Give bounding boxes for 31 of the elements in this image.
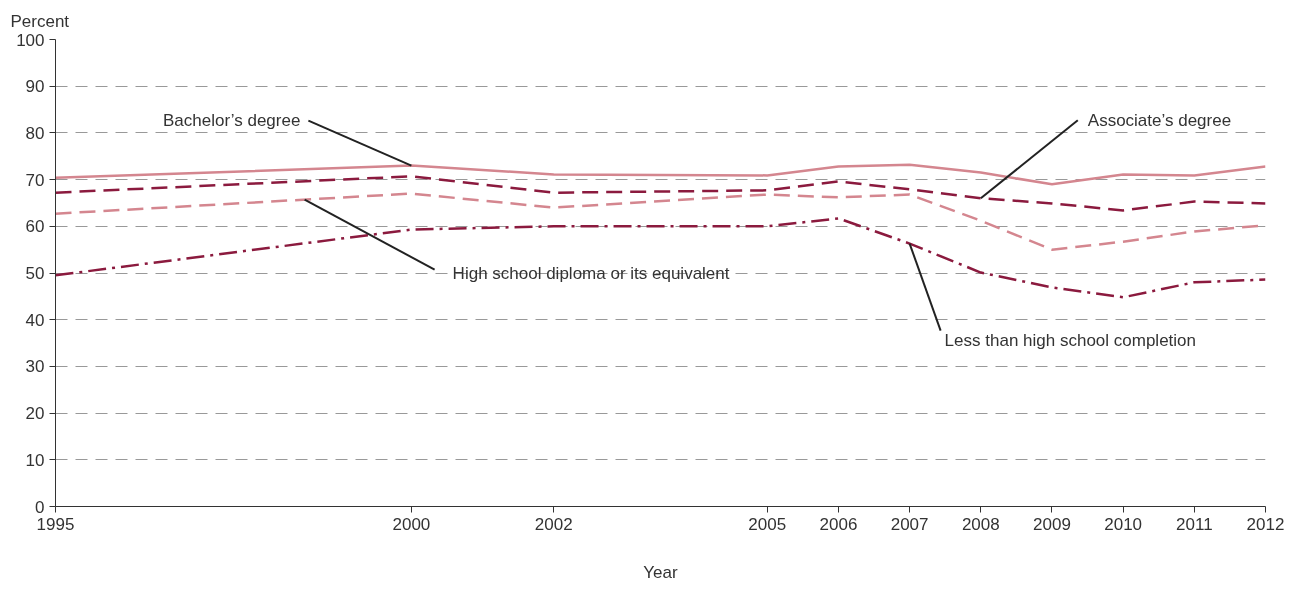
y-tick-label: 20 (25, 404, 45, 424)
x-tick-label: 2006 (819, 514, 858, 534)
y-tick-label: 30 (25, 357, 45, 377)
y-tick-label: 0 (35, 497, 45, 517)
x-tick-label: 2005 (748, 514, 787, 534)
x-tick-label: 2011 (1176, 514, 1213, 534)
x-axis-title: Year (643, 562, 679, 582)
y-tick-label: 100 (16, 30, 45, 50)
y-tick-label: 90 (25, 77, 45, 97)
y-tick-label: 50 (25, 264, 45, 283)
x-tick-label: 1995 (36, 514, 75, 534)
y-axis-title: Percent (10, 11, 70, 31)
line-series (55, 175, 1266, 212)
text: Associate’s degree (1087, 110, 1232, 130)
text: Less than high school completion (944, 331, 1197, 351)
x-tick-label: 2012 (1246, 514, 1285, 534)
text: High school diploma or its equivalent (452, 264, 730, 284)
y-tick-label: 70 (25, 170, 45, 190)
y-tick-label: 80 (25, 123, 45, 143)
y-tick-label: 60 (25, 217, 45, 237)
x-tick-label: 2002 (534, 514, 573, 534)
x-tick-label: 2000 (392, 514, 431, 534)
x-tick-label: 2009 (1033, 514, 1071, 534)
x-tick-label: 2007 (890, 514, 929, 534)
x-tick-label: 2010 (1104, 514, 1143, 534)
y-tick-label: 40 (25, 310, 45, 330)
text: Bachelor’s degree (163, 111, 301, 131)
line-series (55, 217, 1266, 299)
y-tick-label: 10 (25, 450, 45, 470)
line-series (55, 163, 1266, 186)
x-tick-label: 2008 (961, 514, 1000, 534)
